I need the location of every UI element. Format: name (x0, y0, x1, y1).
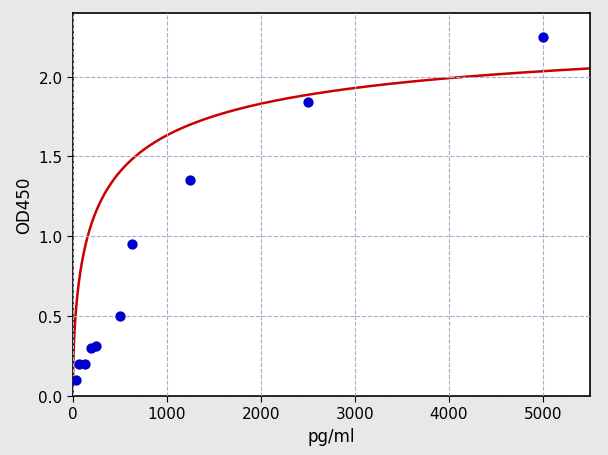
Point (303, 99, 313, 106)
Point (185, 177, 195, 184)
Point (71, 376, 81, 384)
Point (538, 34, 548, 41)
Point (74, 360, 84, 368)
Y-axis label: OD450: OD450 (15, 176, 33, 233)
Point (86, 344, 95, 352)
Point (92, 343, 102, 350)
Point (127, 241, 137, 248)
Point (115, 313, 125, 320)
Point (80, 360, 89, 368)
X-axis label: pg/ml: pg/ml (308, 427, 355, 445)
